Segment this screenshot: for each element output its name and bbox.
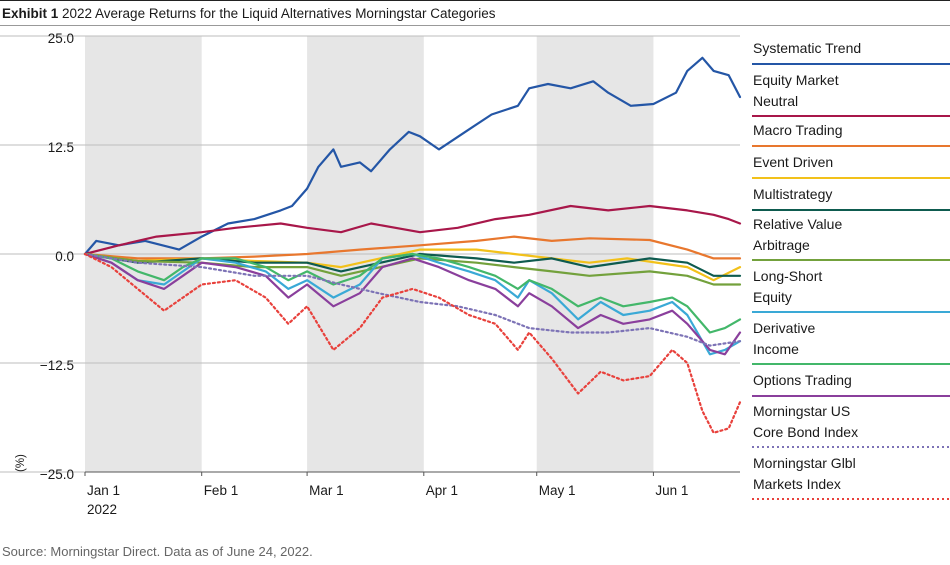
y-tick-label: 25.0 (48, 31, 74, 46)
legend-label: Systematic Trend (753, 40, 861, 56)
legend-item-6: Long-Short Equity (752, 268, 950, 313)
legend-label: Event Driven (753, 154, 833, 170)
legend-label: Morningstar Glbl (753, 455, 856, 471)
y-tick-label: −12.5 (40, 358, 74, 373)
header-top-rule (0, 0, 950, 1)
x-tick-label: Feb 1 (204, 483, 239, 498)
y-tick-label: 12.5 (48, 140, 74, 155)
x-tick-label: Jun 1 (655, 483, 688, 498)
legend-label: Options Trading (753, 372, 852, 388)
x-tick-sublabel: 2022 (87, 502, 117, 517)
legend-item-8: Options Trading (752, 372, 950, 397)
legend-label: Morningstar US (753, 403, 850, 419)
legend-label: Markets Index (753, 476, 841, 492)
x-tick-label: Mar 1 (309, 483, 344, 498)
series-line-0 (83, 56, 742, 256)
legend: Systematic Trend Equity Market Neutral Macr… (752, 40, 950, 500)
legend-label: Derivative (753, 320, 815, 336)
legend-label: Relative Value (753, 216, 842, 232)
legend-item-10: Morningstar Glbl Markets Index (752, 455, 950, 500)
series-line-1 (83, 204, 742, 256)
x-tick-label: May 1 (539, 483, 576, 498)
chart-title: 2022 Average Returns for the Liquid Alte… (62, 6, 496, 21)
legend-item-2: Macro Trading (752, 122, 950, 147)
legend-item-9: Morningstar US Core Bond Index (752, 403, 950, 448)
legend-label: Equity (753, 289, 792, 305)
legend-item-3: Event Driven (752, 154, 950, 179)
legend-label: Core Bond Index (753, 424, 858, 440)
source-note: Source: Morningstar Direct. Data as of J… (2, 544, 313, 559)
legend-label: Neutral (753, 93, 798, 109)
legend-item-4: Multistrategy (752, 186, 950, 211)
legend-label: Multistrategy (753, 186, 832, 202)
y-axis-label: (%) (15, 454, 27, 472)
x-axis: Jan 1 2022 Feb 1 Mar 1 Apr 1 May 1 Jun 1 (84, 471, 740, 517)
series-line-9 (83, 252, 742, 347)
legend-label: Equity Market (753, 72, 839, 88)
series-lines (83, 56, 742, 434)
series-line-6 (83, 252, 742, 356)
legend-label: Arbitrage (753, 237, 810, 253)
line-chart: 25.0 12.5 0.0 −12.5 −25.0 (%) Jan 1 2022 Feb 1 M… (0, 31, 950, 517)
x-tick-label: Apr 1 (426, 483, 458, 498)
y-tick-label: −25.0 (40, 467, 74, 482)
exhibit-label: Exhibit 1 (2, 6, 59, 21)
legend-item-1: Equity Market Neutral (752, 72, 950, 117)
legend-item-0: Systematic Trend (752, 40, 950, 65)
legend-item-5: Relative Value Arbitrage (752, 216, 950, 261)
series-line-10 (83, 252, 742, 434)
legend-label: Income (753, 341, 799, 357)
y-axis: 25.0 12.5 0.0 −12.5 −25.0 (%) (15, 31, 74, 482)
header-bottom-rule (0, 25, 950, 26)
exhibit-header: Exhibit 1 2022 Average Returns for the L… (0, 0, 950, 26)
legend-label: Long-Short (753, 268, 822, 284)
series-line-7 (83, 252, 742, 334)
legend-item-7: Derivative Income (752, 320, 950, 365)
y-tick-label: 0.0 (55, 249, 74, 264)
shaded-bands (85, 36, 654, 472)
x-tick-label: Jan 1 (87, 483, 120, 498)
legend-label: Macro Trading (753, 122, 842, 138)
